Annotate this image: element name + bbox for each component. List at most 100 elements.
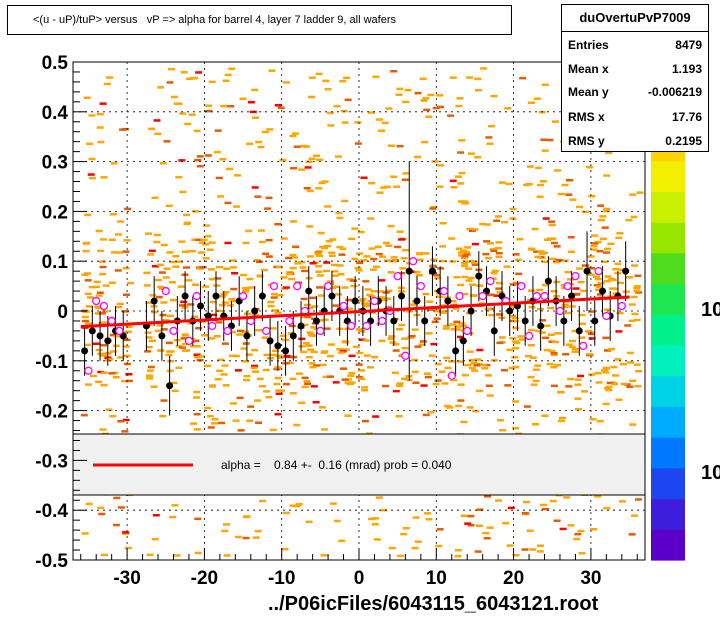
density-cell: [358, 330, 366, 333]
density-cell: [251, 348, 259, 352]
stats-box: duOvertuPvP7009 Entries 8479 Mean x 1.19…: [561, 4, 709, 152]
density-cell: [548, 223, 556, 227]
density-cell: [194, 158, 202, 162]
density-cell: [151, 265, 159, 268]
density-cell: [512, 340, 520, 343]
density-cell: [547, 333, 555, 336]
density-cell: [388, 546, 396, 550]
density-cell: [85, 322, 93, 325]
density-cell: [612, 374, 620, 377]
density-cell: [352, 345, 360, 349]
density-cell: [378, 129, 385, 132]
density-cell: [467, 276, 475, 280]
density-cell: [591, 242, 599, 245]
x-tick-label: 30: [580, 568, 601, 589]
density-cell: [275, 265, 283, 269]
density-cell: [594, 277, 602, 281]
density-cell: [211, 422, 219, 425]
density-cell: [298, 337, 306, 341]
x-tick-label: -30: [113, 568, 140, 589]
stat-row-mean-x: Mean x 1.193: [568, 62, 702, 80]
density-cell: [579, 322, 587, 325]
density-cell: [464, 246, 472, 249]
density-cell: [438, 370, 446, 373]
density-cell: [372, 75, 380, 79]
density-cell: [160, 328, 168, 331]
data-point-open: [416, 281, 425, 291]
density-cell: [145, 345, 153, 349]
density-cell: [588, 373, 596, 376]
density-cell: [546, 237, 554, 240]
density-cell: [428, 354, 436, 357]
density-cell: [471, 369, 479, 372]
density-cell: [147, 253, 155, 256]
density-cell: [275, 389, 283, 392]
density-cell: [288, 277, 296, 281]
density-cell: [122, 310, 129, 313]
data-point-open: [579, 341, 588, 351]
density-cell: [355, 363, 363, 366]
density-cell: [500, 369, 508, 372]
density-cell: [233, 205, 241, 208]
density-cell: [336, 245, 344, 249]
density-cell: [368, 295, 376, 298]
density-cell: [363, 255, 371, 258]
data-point-filled: [150, 297, 158, 305]
data-point-open: [378, 316, 387, 326]
density-cell: [100, 354, 108, 357]
density-cell: [434, 276, 442, 280]
data-point-open: [393, 271, 402, 281]
density-cell: [305, 355, 313, 359]
density-cell: [574, 383, 582, 386]
density-cell: [254, 529, 262, 533]
density-cell: [467, 524, 475, 527]
density-cell: [372, 517, 380, 520]
density-cell: [437, 164, 445, 167]
density-cell: [461, 254, 469, 258]
data-point-open: [602, 311, 611, 321]
density-cell: [108, 372, 116, 375]
density-cell: [458, 322, 466, 325]
density-cell: [528, 247, 535, 250]
density-cell: [282, 382, 290, 386]
density-cell: [376, 191, 384, 194]
density-cell: [601, 226, 609, 229]
density-cell: [480, 67, 488, 70]
density-cell: [554, 332, 562, 335]
density-cell: [307, 333, 315, 336]
density-cell: [531, 227, 539, 231]
density-cell: [363, 354, 371, 357]
density-cell: [160, 301, 168, 304]
density-cell: [274, 413, 282, 416]
palette-label: 10: [701, 299, 720, 321]
density-cell: [255, 140, 263, 144]
density-cell: [400, 532, 408, 536]
density-cell: [356, 252, 364, 255]
density-cell: [269, 327, 277, 330]
density-cell: [146, 377, 154, 380]
density-cell: [175, 345, 183, 348]
density-cell: [595, 288, 603, 291]
density-cell: [533, 250, 541, 253]
density-cell: [262, 368, 270, 372]
density-cell: [292, 132, 299, 135]
palette-band: [651, 437, 685, 469]
density-cell: [181, 334, 189, 337]
density-cell: [495, 255, 503, 258]
density-cell: [80, 413, 88, 417]
density-cell: [335, 211, 343, 215]
density-cell: [498, 181, 506, 184]
density-cell: [574, 397, 582, 400]
density-cell: [565, 385, 573, 388]
density-cell: [267, 300, 275, 304]
density-cell: [457, 399, 465, 402]
density-cell: [554, 363, 561, 367]
density-cell: [580, 289, 588, 293]
density-cell: [122, 250, 130, 253]
density-cell: [467, 152, 475, 155]
density-cell: [343, 76, 351, 80]
density-cell: [380, 508, 388, 512]
density-cell: [559, 416, 566, 420]
density-cell: [289, 392, 297, 395]
density-cell: [370, 257, 378, 261]
